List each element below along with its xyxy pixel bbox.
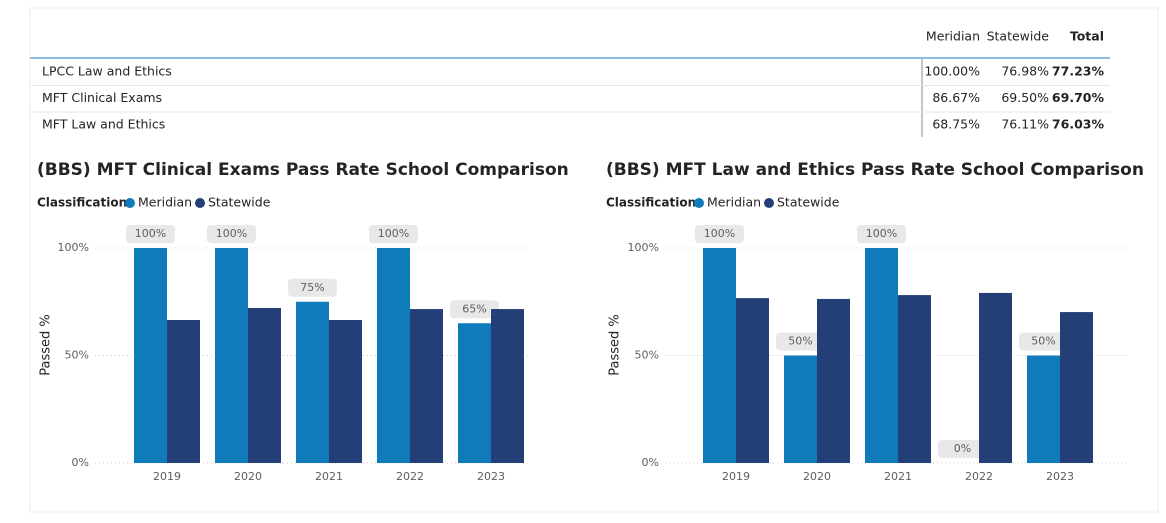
column-header: Meridian <box>926 29 980 44</box>
legend-label: Statewide <box>208 195 271 210</box>
x-tick-label: 2023 <box>1046 470 1074 483</box>
bar <box>736 298 769 463</box>
bar <box>979 292 1012 463</box>
value-label-bg <box>695 225 744 243</box>
value-label-bg <box>1019 332 1068 351</box>
legend-swatch <box>764 198 774 208</box>
x-tick-label: 2022 <box>396 470 424 483</box>
value-label-bg <box>776 332 825 351</box>
value-label: 100% <box>378 227 409 240</box>
bar <box>377 248 410 463</box>
bar <box>215 248 248 463</box>
column-header: Statewide <box>987 29 1050 44</box>
bar <box>296 301 329 463</box>
y-tick-label: 50% <box>635 349 659 362</box>
bar <box>865 248 898 463</box>
cell-value: 68.75% <box>932 117 980 132</box>
value-label-bg <box>938 440 987 458</box>
value-label-bg <box>369 225 418 243</box>
value-label: 75% <box>300 281 324 294</box>
x-tick-label: 2021 <box>315 470 343 483</box>
legend-label: Statewide <box>777 195 840 210</box>
bar <box>703 248 736 463</box>
x-tick-label: 2023 <box>477 470 505 483</box>
cell-value: 86.67% <box>932 90 980 105</box>
cell-value: 100.00% <box>924 64 980 79</box>
cell-value: 77.23% <box>1052 64 1105 79</box>
legend-swatch <box>195 198 205 208</box>
cell-value: 69.70% <box>1052 90 1105 105</box>
y-axis-title: Passed % <box>39 314 54 376</box>
legend-swatch <box>694 198 704 208</box>
value-label: 65% <box>462 302 486 315</box>
x-tick-label: 2019 <box>722 470 750 483</box>
x-tick-label: 2019 <box>153 470 181 483</box>
value-label-bg <box>288 278 337 297</box>
bar <box>1027 355 1060 463</box>
value-label-bg <box>126 225 175 243</box>
value-label-bg <box>857 225 906 243</box>
cell-value: 69.50% <box>1001 90 1049 105</box>
x-tick-label: 2022 <box>965 470 993 483</box>
x-tick-label: 2020 <box>234 470 262 483</box>
chart-title: (BBS) MFT Law and Ethics Pass Rate Schoo… <box>606 160 1144 180</box>
row-label: MFT Law and Ethics <box>42 117 165 132</box>
value-label: 50% <box>1031 335 1055 348</box>
bar <box>248 307 281 463</box>
bar <box>784 355 817 463</box>
x-tick-label: 2021 <box>884 470 912 483</box>
legend-label: Meridian <box>138 195 192 210</box>
row-label: LPCC Law and Ethics <box>42 64 172 79</box>
legend-label: Meridian <box>707 195 761 210</box>
bar <box>817 298 850 463</box>
legend-title: Classification <box>37 196 127 210</box>
bar <box>329 320 362 463</box>
column-header: Total <box>1070 29 1104 44</box>
y-tick-label: 100% <box>58 241 89 254</box>
value-label: 100% <box>866 227 897 240</box>
y-tick-label: 0% <box>642 456 659 469</box>
value-label: 100% <box>135 227 166 240</box>
cell-value: 76.03% <box>1052 117 1105 132</box>
legend-swatch <box>125 198 135 208</box>
bar <box>410 309 443 463</box>
bar <box>491 309 524 463</box>
bar <box>167 320 200 463</box>
legend-title: Classification <box>606 196 696 210</box>
bar <box>898 295 931 463</box>
cell-value: 76.98% <box>1001 64 1049 79</box>
y-tick-label: 100% <box>628 241 659 254</box>
y-axis-title: Passed % <box>608 314 623 376</box>
value-label: 50% <box>788 335 812 348</box>
value-label: 100% <box>704 227 735 240</box>
x-tick-label: 2020 <box>803 470 831 483</box>
value-label-bg <box>207 225 256 243</box>
value-label: 0% <box>954 442 971 455</box>
y-tick-label: 0% <box>72 456 89 469</box>
bar <box>458 323 491 463</box>
row-label: MFT Clinical Exams <box>42 90 162 105</box>
cell-value: 76.11% <box>1001 117 1049 132</box>
chart-title: (BBS) MFT Clinical Exams Pass Rate Schoo… <box>37 160 569 180</box>
value-label-bg <box>450 300 499 319</box>
value-label: 100% <box>216 227 247 240</box>
bar <box>134 248 167 463</box>
y-tick-label: 50% <box>65 349 89 362</box>
bar <box>1060 312 1093 463</box>
